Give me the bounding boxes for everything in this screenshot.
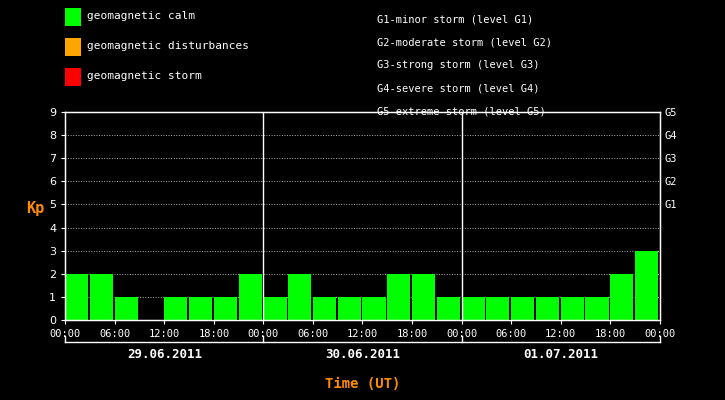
Text: Time (UT): Time (UT) <box>325 377 400 391</box>
Bar <box>165 297 188 320</box>
Bar <box>313 297 336 320</box>
Bar <box>288 274 311 320</box>
Bar <box>412 274 435 320</box>
Bar <box>214 297 237 320</box>
Text: G5-extreme storm (level G5): G5-extreme storm (level G5) <box>377 107 546 117</box>
Bar <box>610 274 634 320</box>
Text: G2-moderate storm (level G2): G2-moderate storm (level G2) <box>377 37 552 47</box>
Text: 29.06.2011: 29.06.2011 <box>127 348 202 360</box>
Text: geomagnetic calm: geomagnetic calm <box>87 11 195 21</box>
Bar <box>660 251 683 320</box>
Bar <box>115 297 138 320</box>
Text: geomagnetic storm: geomagnetic storm <box>87 71 202 81</box>
Bar <box>65 274 88 320</box>
Bar <box>189 297 212 320</box>
Bar <box>536 297 559 320</box>
Text: G1-minor storm (level G1): G1-minor storm (level G1) <box>377 14 534 24</box>
Bar <box>486 297 510 320</box>
Text: 30.06.2011: 30.06.2011 <box>325 348 400 360</box>
Bar <box>585 297 608 320</box>
Text: G4-severe storm (level G4): G4-severe storm (level G4) <box>377 84 539 94</box>
Text: G3-strong storm (level G3): G3-strong storm (level G3) <box>377 60 539 70</box>
Bar <box>560 297 584 320</box>
Text: 01.07.2011: 01.07.2011 <box>523 348 598 360</box>
Bar <box>263 297 286 320</box>
Bar <box>635 251 658 320</box>
Bar <box>387 274 410 320</box>
Bar <box>338 297 361 320</box>
Bar <box>436 297 460 320</box>
Y-axis label: Kp: Kp <box>26 201 44 216</box>
Text: geomagnetic disturbances: geomagnetic disturbances <box>87 41 249 51</box>
Bar <box>239 274 262 320</box>
Bar <box>462 297 485 320</box>
Bar <box>511 297 534 320</box>
Bar <box>90 274 113 320</box>
Bar <box>362 297 386 320</box>
